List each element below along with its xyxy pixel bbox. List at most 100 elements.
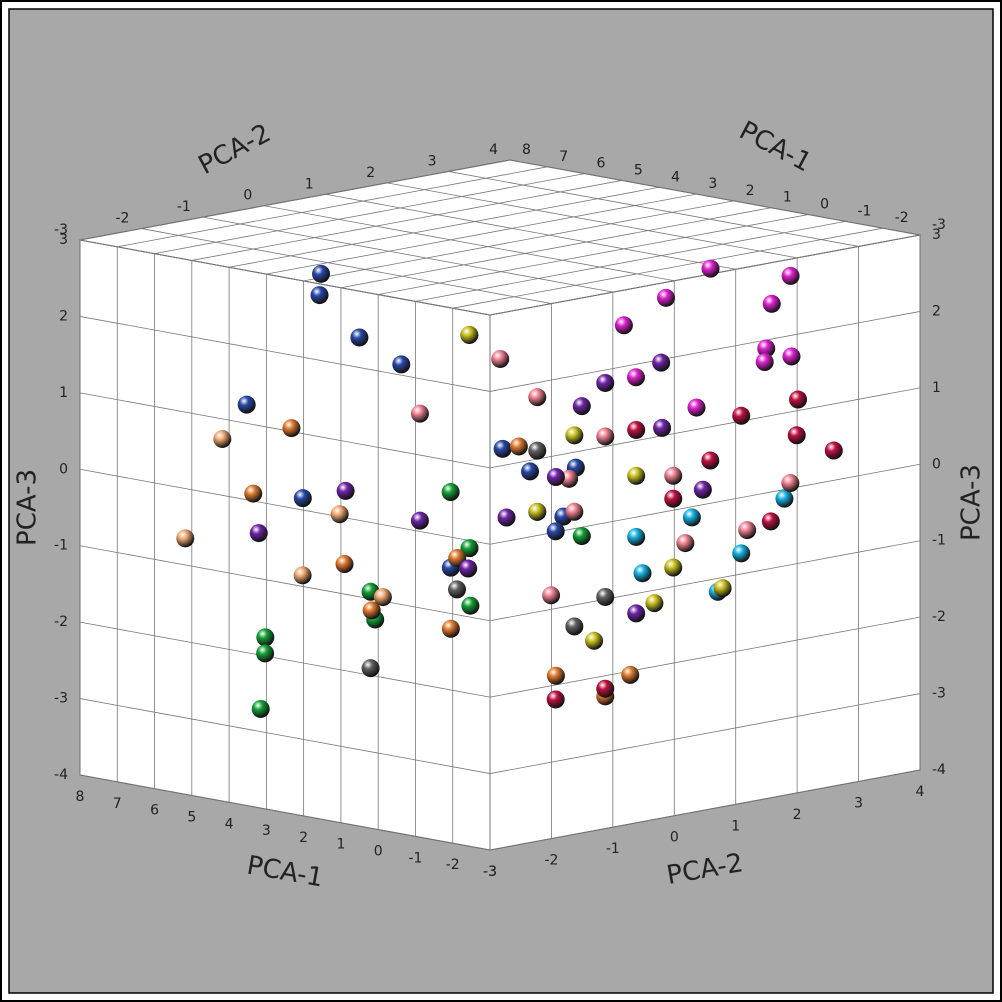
point [565,502,584,521]
point [213,429,232,448]
axis-title: PCA-3 [13,469,43,546]
point [528,388,547,407]
point [657,288,675,307]
point [627,420,646,439]
grid-line [489,540,921,622]
tick-label: 3 [854,795,863,811]
point [652,353,671,372]
point [528,502,547,521]
tick-label: 3 [428,153,437,169]
grid-line [378,214,809,295]
point [441,619,460,638]
tick-label: 7 [113,796,122,812]
point [335,555,354,574]
point [256,628,275,647]
point [310,286,329,305]
grid-line [79,159,511,241]
point [633,564,652,583]
point [627,527,646,546]
point [596,587,615,606]
point [682,508,701,527]
point [732,406,751,425]
grid-line [141,228,552,304]
point [585,631,604,650]
tick-label: 5 [634,162,643,178]
point [460,539,479,558]
tick-label: 2 [299,830,308,846]
grid-line [154,173,585,255]
point [293,489,312,508]
face [489,234,921,851]
grid-line [117,166,548,248]
tick-label: 0 [374,844,383,860]
tick-label: 1 [336,837,345,853]
point [627,604,646,623]
tick-label: -3 [932,217,946,233]
tick-label: 1 [783,190,792,206]
tick-label: 4 [671,169,680,185]
tick-label: -3 [483,864,497,880]
point [761,512,780,531]
point [757,339,776,358]
tick-label: -2 [54,614,68,630]
point [546,468,565,487]
tick-label: 4 [489,142,498,158]
tick-label: 0 [820,197,829,213]
tick-label: -2 [115,211,129,227]
tick-label: 3 [262,823,271,839]
grid-line [266,193,697,275]
point [249,524,268,543]
point [362,601,381,620]
point [244,484,263,503]
grid-line [452,227,883,309]
tick-label: -4 [54,767,68,783]
tick-label: 8 [76,789,85,805]
tick-label: 2 [932,303,941,319]
tick-label: 3 [708,176,717,192]
point [713,579,732,598]
point [546,690,565,709]
tick-label: 4 [225,816,234,832]
point [676,534,695,553]
grid-line [264,205,675,282]
point [596,427,615,446]
tick-label: 1 [932,380,941,396]
point [282,419,301,438]
point [732,544,751,563]
tick-label: 0 [243,188,252,204]
grid-line [415,220,846,302]
tick-label: 0 [670,830,679,846]
point [565,617,584,636]
tick-label: 0 [59,461,68,477]
point [782,347,801,366]
point [546,666,565,685]
tick-label: -2 [544,853,558,869]
point [491,349,510,368]
point [373,588,392,607]
point [762,294,781,313]
grid-line [79,774,491,851]
point [336,481,355,500]
tick-label: -1 [857,203,871,219]
tick-label: -2 [932,609,946,625]
point [664,489,683,508]
point [787,426,806,445]
point [781,266,800,285]
point [546,522,565,541]
point [542,586,561,605]
point [701,451,720,470]
tick-label: 1 [305,176,314,192]
point [460,325,479,344]
point [251,699,270,718]
point [693,480,712,499]
point [293,566,312,585]
point [361,659,380,678]
point [775,489,794,508]
grid-line [325,193,736,270]
point [621,665,640,684]
grid-line [229,186,660,268]
tick-label: 2 [59,308,68,324]
tick-label: -1 [408,850,422,866]
point [614,316,633,335]
